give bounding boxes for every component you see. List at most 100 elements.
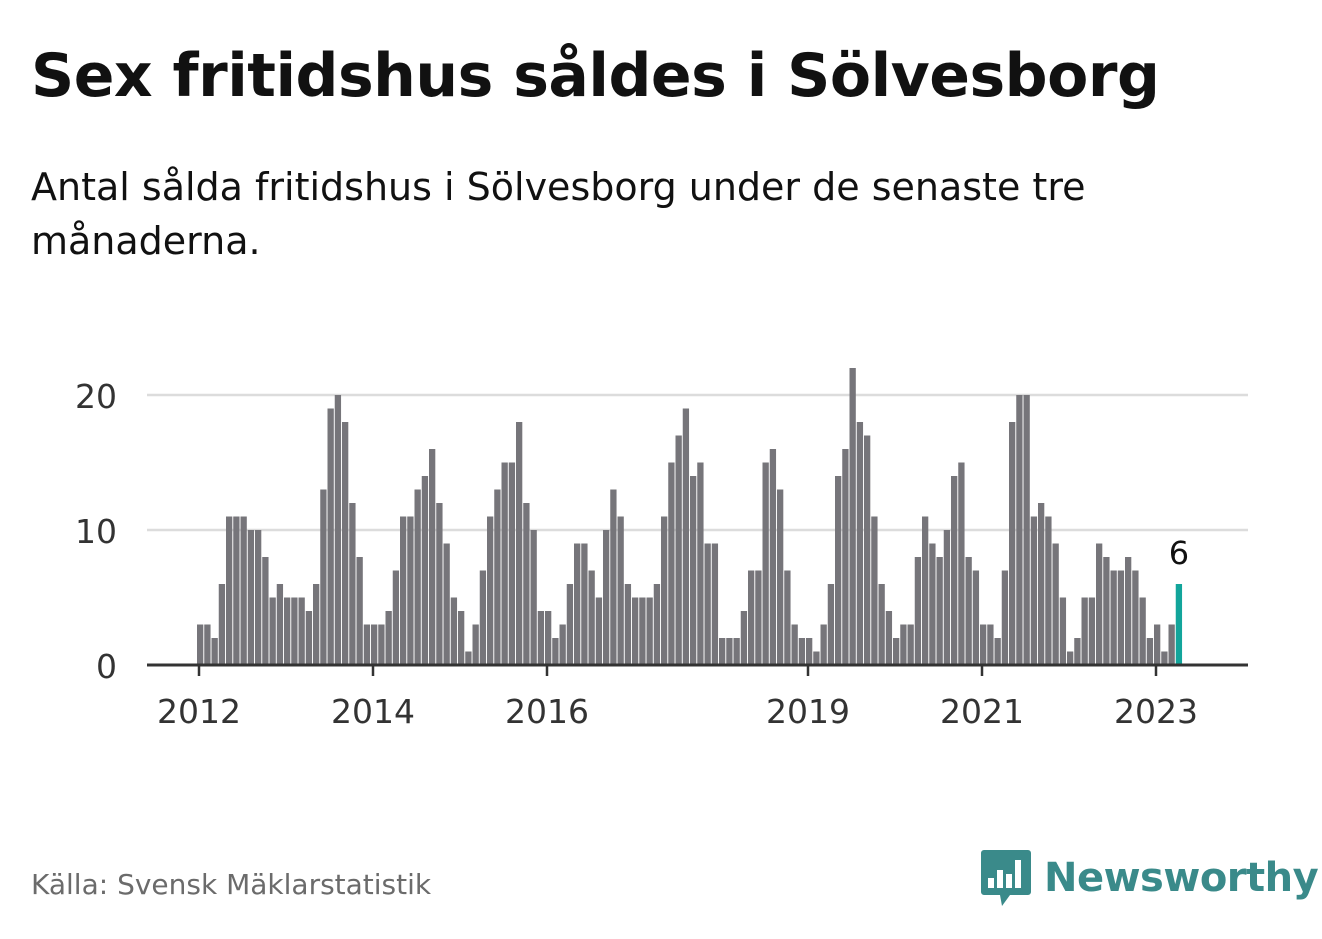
bar [559, 624, 566, 665]
bar [487, 516, 494, 665]
bar [624, 584, 632, 665]
bar [646, 597, 653, 665]
bar [914, 557, 922, 665]
bar [1154, 624, 1161, 665]
y-tick-label: 10 [75, 512, 117, 551]
bar [530, 530, 537, 665]
bar [951, 476, 958, 665]
bar [1103, 557, 1110, 665]
bar [276, 584, 284, 665]
bar [240, 516, 247, 665]
bar [1038, 503, 1045, 665]
bar [748, 570, 755, 665]
axes [147, 663, 1248, 676]
bar [1030, 516, 1038, 665]
bar [784, 570, 791, 665]
x-tick-label: 2012 [157, 692, 241, 731]
bar [226, 516, 233, 665]
bar [740, 611, 748, 665]
bar [465, 651, 472, 665]
bar [726, 638, 733, 665]
bar [349, 503, 356, 665]
bar [777, 489, 784, 665]
bar [617, 516, 624, 665]
x-tick-label: 2021 [940, 692, 1024, 731]
bar [972, 570, 980, 665]
highlight-value-label: 6 [1169, 534, 1189, 572]
bar [443, 543, 450, 665]
bar [885, 611, 893, 665]
bar [574, 543, 581, 665]
bar [327, 408, 334, 665]
bar [871, 516, 878, 665]
bar [965, 557, 972, 665]
bar [342, 422, 349, 665]
y-tick-label: 0 [96, 647, 117, 686]
chart-subtitle: Antal sålda fritidshus i Sölvesborg unde… [31, 165, 1086, 263]
bar [1146, 638, 1154, 665]
bar [864, 435, 871, 665]
bar [537, 611, 545, 665]
bar [936, 557, 943, 665]
bar [769, 449, 777, 665]
bar [211, 638, 218, 665]
bar [682, 408, 690, 665]
bar [581, 543, 588, 665]
bar [385, 611, 392, 665]
x-tick-label: 2014 [331, 692, 415, 731]
bar [943, 530, 951, 665]
bar [653, 584, 661, 665]
bar [1139, 597, 1146, 665]
bar [1132, 570, 1139, 665]
bar [980, 624, 987, 665]
bar [820, 624, 827, 665]
bar [595, 597, 603, 665]
bar [632, 597, 639, 665]
bar [1168, 624, 1175, 665]
x-tick-label: 2023 [1114, 692, 1198, 731]
bar [523, 503, 530, 665]
bar [704, 543, 711, 665]
bar [849, 368, 856, 665]
bar-chart: 0 10 20 6 2012 2014 2016 2019 2021 2023 [75, 368, 1248, 731]
bar [719, 638, 726, 665]
bar-chart-speech-bubble-icon [981, 850, 1031, 906]
bar [400, 516, 407, 665]
bar [516, 422, 523, 665]
x-tick-label: 2016 [505, 692, 589, 731]
bar [218, 584, 226, 665]
brand-name: Newsworthy [1044, 855, 1319, 901]
bar [371, 624, 378, 665]
bar [1088, 597, 1096, 665]
bar [922, 516, 929, 665]
bar [711, 543, 719, 665]
bar [247, 530, 255, 665]
x-tick-label: 2019 [766, 692, 850, 731]
bar [610, 489, 617, 665]
bar [378, 624, 385, 665]
chart-title: Sex fritidshus såldes i Sölvesborg [31, 41, 1160, 111]
bar [958, 462, 965, 665]
bar [791, 624, 798, 665]
bar [450, 597, 458, 665]
bar [929, 543, 936, 665]
bar [1009, 422, 1016, 665]
bar [987, 624, 994, 665]
bar [1001, 570, 1009, 665]
bar [566, 584, 574, 665]
bar [291, 597, 298, 665]
bar [1059, 597, 1067, 665]
bar [994, 638, 1001, 665]
bar [363, 624, 371, 665]
highlight-bar [1175, 584, 1183, 665]
labels: 0 10 20 6 2012 2014 2016 2019 2021 2023 [75, 377, 1198, 731]
bar [298, 597, 305, 665]
bar [697, 462, 704, 665]
bar [762, 462, 769, 665]
bar [414, 489, 421, 665]
bar [878, 584, 885, 665]
bar [907, 624, 914, 665]
bar [407, 516, 414, 665]
bar [1081, 597, 1088, 665]
bar [639, 597, 646, 665]
